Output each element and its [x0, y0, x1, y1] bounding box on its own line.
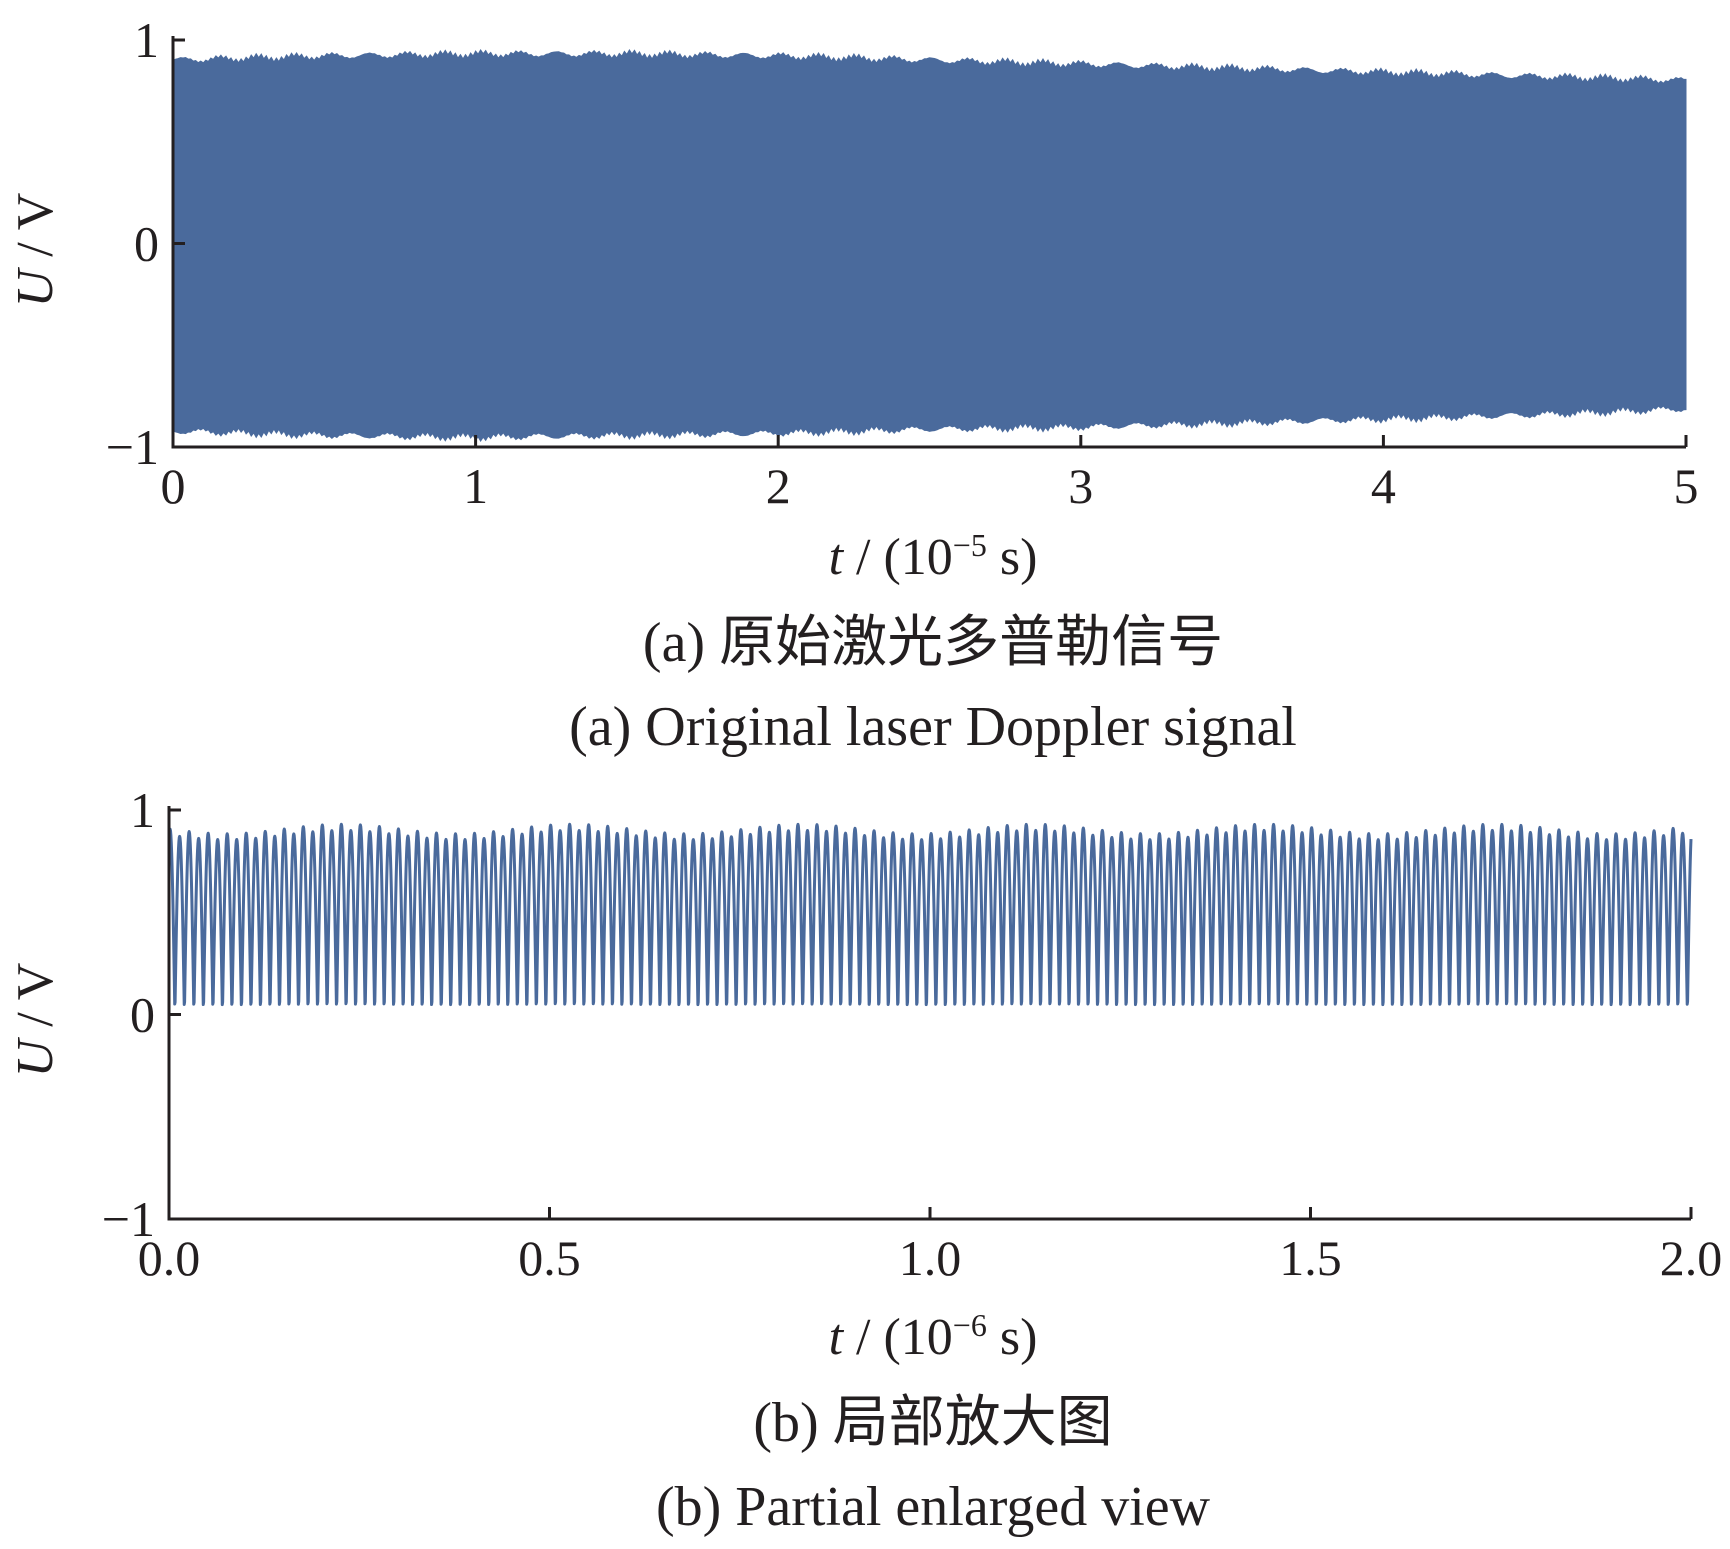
panel-b-x-tick-label: 2.0 — [1660, 1230, 1723, 1286]
caption-en-b: (b) Partial enlarged view — [656, 1476, 1211, 1538]
panel-a-x-tick-label: 2 — [766, 458, 791, 514]
panel-a-x-tick-label: 5 — [1674, 458, 1699, 514]
panel-b-x-tick-label: 1.0 — [899, 1230, 962, 1286]
x-axis-label-b: t / (10−6 s) — [829, 1307, 1038, 1366]
panel-a-x-tick-label: 3 — [1068, 458, 1093, 514]
caption-zh-a: (a) 原始激光多普勒信号 — [643, 612, 1223, 674]
panel-a-x-tick-label: 0 — [161, 458, 186, 514]
panel-b-y-tick-label: 0 — [130, 987, 155, 1043]
signal-envelope-a — [172, 48, 1687, 443]
panel-a-x-tick-label: 1 — [463, 458, 488, 514]
panel-a-y-tick-label: −1 — [106, 419, 159, 475]
panel-a-y-tick-label: 0 — [134, 216, 159, 272]
x-ticks-b: 0.0 0.5 1.0 1.5 2.0 — [138, 1207, 1723, 1286]
y-axis-label-a: U / V — [7, 193, 64, 308]
panel-b-x-tick-label: 1.5 — [1279, 1230, 1342, 1286]
x-axis-label-a: t / (10−5 s) — [829, 527, 1038, 586]
panel-b-x-tick-label: 0.0 — [138, 1230, 201, 1286]
caption-en-a: (a) Original laser Doppler signal — [569, 696, 1297, 758]
panel-b-x-tick-label: 0.5 — [518, 1230, 581, 1286]
x-ticks-a: 0 1 2 3 4 5 — [161, 435, 1699, 514]
y-ticks-a: −1 0 1 — [106, 12, 185, 475]
panel-a-y-tick-label: 1 — [134, 12, 159, 68]
caption-zh-b: (b) 局部放大图 — [753, 1392, 1112, 1454]
chart-panel-b: 0.0 0.5 1.0 1.5 2.0 −101 U / V t / (10−6 s) … — [7, 782, 1722, 1538]
panel-b-y-tick-label: −1 — [102, 1191, 155, 1247]
plot-area-b — [167, 822, 1693, 1007]
y-ticks-b: −1 0 1 — [102, 782, 181, 1247]
panel-a-x-tick-label: 4 — [1371, 458, 1396, 514]
plot-area-a — [172, 48, 1687, 443]
signal-line-b — [167, 822, 1693, 1007]
panel-b-y-tick-label: 1 — [130, 782, 155, 838]
y-axis-label-b: U / V — [7, 963, 64, 1078]
